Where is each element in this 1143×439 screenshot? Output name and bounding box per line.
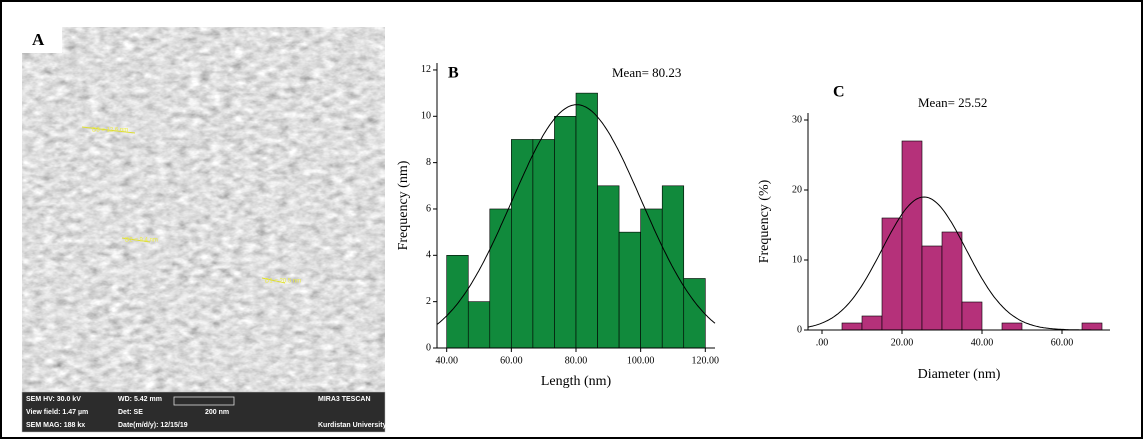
measure-line — [261, 277, 286, 284]
measures: D3 = 12.6 nm D2 = 9.4 nm D1 = 20.5 nm — [81, 126, 301, 285]
sem-image — [22, 27, 385, 432]
x-tick-label: 100.00 — [627, 355, 655, 366]
measure: D3 = 12.6 nm — [92, 128, 128, 134]
bar — [532, 139, 555, 349]
y-tick-label: 0 — [426, 342, 431, 353]
x-tick-label: 80.00 — [565, 355, 588, 366]
bar — [489, 208, 512, 349]
y-axis-label: Frequency (%) — [757, 179, 772, 263]
normal-curve — [807, 196, 1110, 331]
bar — [597, 185, 620, 349]
annotation: Mean= 80.23 — [612, 65, 681, 80]
bar — [446, 255, 469, 349]
bar — [881, 217, 903, 331]
y-axis-label: Frequency (nm) — [396, 160, 411, 250]
sem-panel: A D3 = 12.6 nm D2 = 9.4 nm D1 = 20.5 nm … — [21, 27, 387, 433]
label-box — [22, 27, 62, 53]
info-text: SEM MAG: 188 kx — [26, 422, 85, 429]
y-tick-label: 20 — [792, 184, 802, 195]
bar — [511, 139, 534, 349]
info-text: Date(m/d/y): 12/15/19 — [118, 422, 188, 429]
panel-label: A — [32, 30, 45, 49]
y-tick-label: 12 — [421, 64, 431, 75]
x-tick-label: .00 — [816, 337, 829, 348]
y-tick-label: 10 — [421, 111, 431, 122]
info-text: Kurdistan University — [318, 422, 387, 429]
x-axis-label: Diameter (nm) — [918, 367, 1001, 382]
info-text: WD: 5.42 mm — [118, 396, 162, 403]
bar — [961, 301, 983, 331]
y-tick-label: 0 — [797, 324, 802, 335]
x-tick-label: 40.00 — [435, 355, 458, 366]
measure: D2 = 9.4 nm — [125, 238, 158, 244]
annotation: Mean= 25.52 — [918, 95, 987, 110]
bar — [467, 301, 491, 349]
measure-line — [121, 237, 151, 243]
bar — [1001, 322, 1023, 331]
x-tick-label: 20.00 — [891, 337, 914, 348]
scale-bar — [173, 396, 235, 406]
measure: D1 = 20.5 nm — [265, 279, 301, 285]
y-tick-label: 6 — [426, 203, 431, 214]
info-text: View field: 1.47 µm — [26, 409, 88, 416]
x-tick-label: 120.00 — [692, 355, 720, 366]
bar — [683, 278, 706, 349]
y-tick-label: 10 — [792, 254, 802, 265]
y-tick-label: 30 — [792, 114, 802, 125]
bar — [554, 115, 577, 349]
normal-curve — [436, 104, 716, 325]
y-tick-label: 4 — [426, 250, 431, 261]
bar — [618, 231, 641, 349]
measure-line — [81, 126, 136, 134]
info-text: SEM HV: 30.0 kV — [26, 396, 81, 403]
info-text: MIRA3 TESCAN — [318, 396, 371, 403]
bar — [1081, 322, 1103, 331]
info-text: Det: SE — [118, 409, 143, 416]
y-tick-label: 8 — [426, 157, 431, 168]
y-tick-label: 2 — [426, 296, 431, 307]
x-tick-label: 60.00 — [1051, 337, 1074, 348]
info-bar: SEM HV: 30.0 kV WD: 5.42 mm MIRA3 TESCAN Vi… — [21, 391, 387, 433]
x-tick-label: 60.00 — [500, 355, 523, 366]
bar — [861, 315, 883, 331]
bar — [640, 208, 663, 349]
x-tick-label: 40.00 — [971, 337, 994, 348]
panel-label: B — [448, 65, 459, 82]
x-axis-label: Length (nm) — [541, 374, 612, 389]
bar — [901, 140, 923, 331]
bar — [841, 322, 863, 331]
panel-label: C — [833, 84, 845, 101]
bar — [921, 245, 943, 331]
info-bg — [21, 391, 386, 433]
bar — [575, 92, 598, 349]
info-text: 200 nm — [205, 409, 229, 416]
bar — [941, 231, 963, 331]
